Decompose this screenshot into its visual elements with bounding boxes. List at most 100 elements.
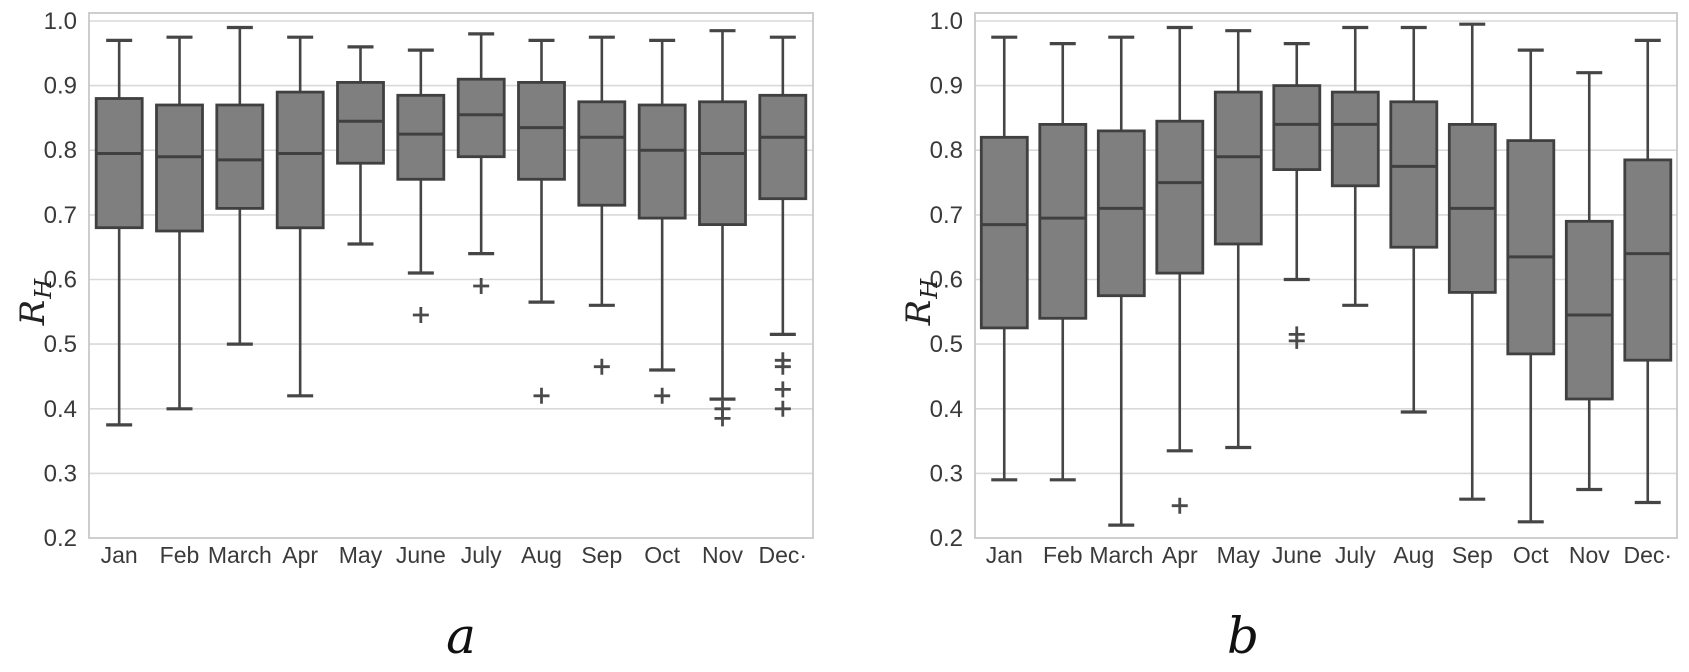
boxplot-panel-b: 1.0 0.9 0.8 0.7 0.6 0.5 0.4 0.3 0.2 RH Jan Feb March… (899, 8, 1678, 568)
y-tick-label: 0.4 (44, 396, 77, 423)
x-tick-label: Jan (101, 542, 138, 568)
box-a-feb (155, 35, 204, 411)
box-b-sep (1447, 22, 1497, 501)
iqr-box (517, 81, 566, 181)
box-a-march (215, 25, 265, 346)
iqr-box (215, 103, 265, 210)
x-tick-label: Oct (644, 542, 680, 568)
y-tick-label: 0.3 (930, 460, 963, 487)
box-b-apr (1155, 25, 1205, 514)
outlier-plus-icon (714, 410, 731, 427)
plot-frame (974, 12, 1678, 539)
y-tick-label: 1.0 (44, 8, 77, 35)
box-b-march (1096, 35, 1146, 527)
iqr-box (275, 90, 325, 230)
x-tick-label: Nov (702, 542, 743, 568)
x-tick-label: March (208, 542, 272, 568)
box-a-may (336, 45, 385, 246)
boxplot-panel-a: 1.0 0.9 0.8 0.7 0.6 0.5 0.4 0.3 0.2 RH Jan Feb March… (13, 8, 814, 568)
box-a-jan (94, 38, 144, 427)
y-tick-labels-b: 1.0 0.9 0.8 0.7 0.6 0.5 0.4 0.3 0.2 (930, 8, 963, 552)
iqr-box (1389, 100, 1439, 249)
box-a-sep (577, 35, 627, 375)
x-tick-label: Oct (1513, 542, 1549, 568)
iqr-box (637, 103, 687, 220)
y-tick-label: 1.0 (930, 8, 963, 35)
outlier-plus-icon (774, 381, 791, 398)
x-tick-label: Aug (521, 542, 562, 568)
iqr-box (1623, 158, 1673, 362)
x-tick-label: Feb (1043, 542, 1083, 568)
y-tick-label: 0.9 (44, 73, 77, 100)
x-tick-label: June (396, 542, 446, 568)
box-b-aug (1389, 25, 1439, 414)
y-axis-label-subscript: H (917, 278, 943, 300)
y-tick-label: 0.2 (930, 525, 963, 552)
x-tick-label: July (461, 542, 502, 568)
plot-frame (88, 12, 814, 539)
iqr-box (396, 93, 446, 181)
panel-caption-b: b (1226, 607, 1259, 665)
box-a-apr (275, 35, 325, 398)
box-a-july (456, 32, 506, 294)
x-tick-label: Sep (581, 542, 622, 568)
box-b-july (1330, 25, 1380, 307)
box-b-june (1272, 41, 1322, 349)
y-tick-label: 0.6 (44, 267, 77, 294)
y-tick-label: 0.3 (44, 460, 77, 487)
iqr-box (1272, 84, 1322, 171)
x-tick-label: Apr (282, 542, 318, 568)
box-b-dec (1623, 38, 1673, 505)
outlier-plus-icon (774, 358, 791, 375)
y-axis-label: RH (899, 278, 943, 327)
x-tick-label: Feb (160, 542, 200, 568)
iqr-box (1213, 90, 1263, 246)
x-tick-label: Dec· (759, 542, 808, 568)
panel-caption-a: a (446, 607, 476, 665)
y-axis-label-subscript: H (31, 278, 57, 300)
x-tick-label: May (1217, 542, 1261, 568)
outlier-plus-icon (473, 278, 490, 294)
y-tick-label: 0.5 (44, 331, 77, 358)
outlier-plus-icon (774, 400, 791, 417)
y-tick-label: 0.8 (930, 137, 963, 164)
x-tick-label: June (1272, 542, 1322, 568)
iqr-box (1096, 129, 1146, 298)
y-axis-label-base: R (13, 300, 53, 327)
iqr-box (1506, 139, 1556, 356)
x-tick-label: Dec· (1624, 542, 1673, 568)
box-b-feb (1038, 41, 1088, 482)
iqr-box (1564, 219, 1614, 401)
iqr-box (456, 77, 506, 159)
gridlines-a (89, 20, 813, 475)
iqr-box (94, 97, 144, 230)
y-tick-label: 0.5 (930, 331, 963, 358)
y-tick-label: 0.7 (930, 202, 963, 229)
box-a-nov (698, 29, 747, 427)
x-tick-label: May (339, 542, 383, 568)
box-a-oct (637, 38, 687, 404)
x-tick-label: Jan (986, 542, 1023, 568)
y-axis-label: RH (13, 278, 57, 327)
iqr-box (577, 100, 627, 207)
y-tick-label: 0.8 (44, 137, 77, 164)
iqr-box (698, 100, 747, 227)
iqr-box (336, 81, 385, 165)
iqr-box (1155, 119, 1205, 275)
x-tick-label: July (1335, 542, 1376, 568)
iqr-box (758, 93, 808, 201)
outlier-plus-icon (593, 358, 610, 375)
outlier-plus-icon (412, 307, 429, 323)
x-tick-label: Nov (1569, 542, 1610, 568)
box-b-may (1213, 29, 1263, 450)
iqr-box (979, 135, 1029, 330)
box-a-dec (758, 35, 808, 417)
box-b-oct (1506, 48, 1556, 524)
outlier-plus-icon (1288, 332, 1305, 349)
box-b-jan (979, 35, 1029, 482)
y-tick-label: 0.9 (930, 73, 963, 100)
box-b-nov (1564, 71, 1614, 492)
x-tick-label: Apr (1162, 542, 1198, 568)
y-tick-label: 0.7 (44, 202, 77, 229)
